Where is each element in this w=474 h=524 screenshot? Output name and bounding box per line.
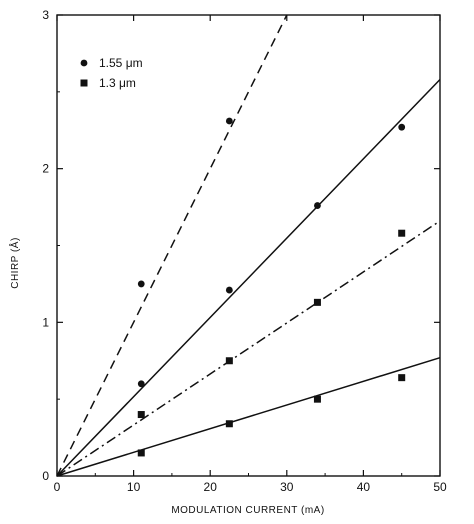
x-tick-label-10: 10 bbox=[127, 480, 141, 494]
x-tick-label-30: 30 bbox=[280, 480, 294, 494]
point-series2-7 bbox=[398, 374, 406, 382]
legend: 1.55 μm 1.3 μm bbox=[80, 56, 143, 90]
x-tick-label-0: 0 bbox=[54, 480, 61, 494]
point-series2-6 bbox=[313, 298, 321, 306]
legend-marker-1-3um bbox=[80, 79, 88, 87]
point-series2-8 bbox=[398, 229, 406, 237]
point-series2-3 bbox=[225, 420, 233, 428]
axis-ticks: 0 10 20 30 40 50 0 1 2 3 bbox=[42, 8, 447, 494]
point-series1-2 bbox=[137, 280, 145, 288]
point-series1-6 bbox=[398, 123, 406, 131]
fit-lines bbox=[56, 14, 441, 477]
legend-marker-1-55um bbox=[80, 59, 88, 67]
data-points bbox=[137, 117, 406, 457]
x-tick-label-50: 50 bbox=[433, 480, 447, 494]
legend-label-1-3um: 1.3 μm bbox=[99, 76, 136, 90]
point-series1-3 bbox=[225, 286, 233, 294]
legend-label-1-55um: 1.55 μm bbox=[99, 56, 143, 70]
point-series2-1 bbox=[137, 449, 145, 457]
point-series2-5 bbox=[313, 395, 321, 403]
point-series1-1 bbox=[137, 380, 145, 388]
fit-line-1-dashed bbox=[56, 14, 288, 477]
x-tick-label-20: 20 bbox=[204, 480, 218, 494]
point-series2-4 bbox=[225, 357, 233, 365]
point-series1-4 bbox=[225, 117, 233, 125]
point-series2-2 bbox=[137, 411, 145, 419]
y-tick-label-1: 1 bbox=[42, 315, 49, 329]
fit-line-4-solid bbox=[56, 356, 441, 477]
fit-line-3-dashdot bbox=[56, 220, 441, 477]
fit-line-2-solid bbox=[56, 79, 441, 477]
x-tick-label-40: 40 bbox=[357, 480, 371, 494]
y-tick-label-2: 2 bbox=[42, 162, 49, 176]
y-tick-label-3: 3 bbox=[42, 8, 49, 22]
y-tick-label-0: 0 bbox=[42, 469, 49, 483]
x-axis-label: MODULATION CURRENT (mA) bbox=[171, 505, 324, 516]
y-axis-label: CHIRP (Å) bbox=[8, 237, 21, 289]
point-series1-5 bbox=[314, 202, 321, 209]
